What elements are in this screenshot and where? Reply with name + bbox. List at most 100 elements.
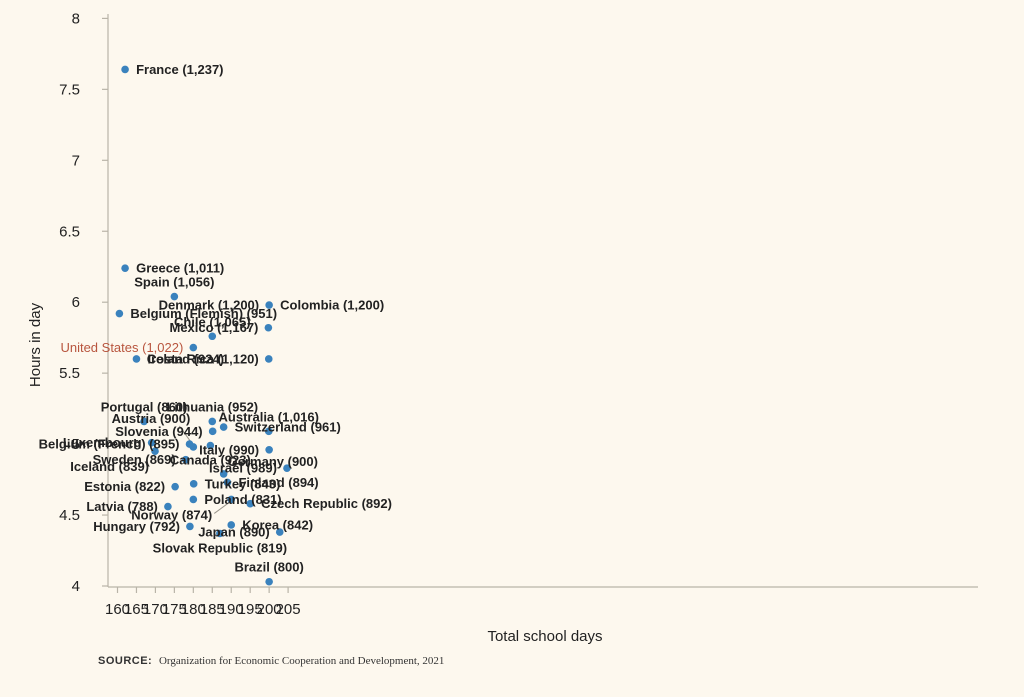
point-label: Mexico (1,167): [170, 320, 259, 335]
data-point: [132, 355, 141, 363]
point-label: United States (1,022): [60, 340, 183, 355]
point-label: Czech Republic (892): [261, 496, 392, 511]
point-label: Greece (1,011): [136, 261, 224, 276]
point-label: Iceland (839): [70, 459, 149, 474]
data-point: [189, 495, 198, 504]
data-point: [171, 482, 179, 491]
point-label: France (1,237): [136, 62, 223, 77]
data-point: [219, 470, 228, 478]
source-note: SOURCE: Organization for Economic Cooper…: [98, 655, 444, 667]
point-label: Belgium (Flemish) (951): [130, 306, 277, 321]
data-point: [208, 427, 217, 436]
point-label: Slovak Republic (819): [153, 540, 287, 555]
point-label: Ireland (924): [147, 351, 224, 366]
x-tick-label: 190: [219, 601, 244, 618]
y-tick-label: 7: [72, 152, 80, 169]
data-point: [151, 447, 159, 455]
point-label: Israel (989): [209, 461, 277, 476]
point-label: Sweden (869): [93, 452, 176, 467]
data-point: [189, 343, 198, 352]
point-label: Australia (1,016): [219, 409, 319, 424]
point-label: Finland (894): [238, 475, 318, 490]
y-tick-label: 4: [72, 578, 80, 595]
data-point: [164, 502, 172, 511]
x-tick-label: 175: [162, 601, 187, 618]
data-point: [186, 522, 194, 531]
source-label: SOURCE:: [98, 655, 153, 667]
axes: 4 4.5 5 5.5 6 6.5 7 7.5 8 16016517017518018519019…: [59, 10, 978, 618]
point-label: Germany (900): [228, 454, 318, 469]
x-tick-label: 195: [238, 601, 263, 618]
point-label: Poland (831): [204, 492, 281, 507]
point-label: Switzerland (961): [235, 420, 341, 435]
data-point: [275, 528, 284, 536]
x-tick-label: 205: [276, 601, 301, 618]
data-point: [121, 65, 129, 74]
data-point: [265, 577, 273, 586]
point-label: Denmark (1,200): [159, 298, 259, 313]
point-label: Belgium (French) (895): [39, 437, 180, 452]
data-point: [264, 355, 273, 363]
x-tick-label: 180: [181, 601, 206, 618]
data-points: [115, 65, 291, 586]
point-label: Estonia (822): [84, 479, 165, 494]
data-point: [189, 443, 198, 451]
point-label: Lithuania (952): [166, 399, 258, 414]
data-point: [265, 445, 273, 454]
y-axis-title: Hours in day: [27, 302, 44, 387]
y-tick-label: 5.5: [59, 365, 80, 382]
y-tick-label: 5: [72, 436, 80, 453]
data-point: [208, 332, 217, 341]
data-point: [206, 441, 215, 450]
x-tick-label: 160: [105, 601, 130, 618]
y-tick-label: 4.5: [59, 507, 80, 524]
data-point: [246, 499, 254, 508]
data-point: [170, 292, 179, 301]
data-point: [115, 309, 124, 318]
point-label: Spain (1,056): [134, 275, 214, 290]
source-text: Organization for Economic Cooperation an…: [158, 655, 445, 667]
data-point: [219, 423, 228, 431]
data-point: [283, 464, 291, 473]
point-label: Chile (1,065): [174, 314, 251, 329]
data-point: [121, 264, 129, 272]
data-point: [264, 427, 273, 436]
data-point: [189, 480, 198, 488]
data-point: [208, 417, 217, 426]
x-tick-label: 170: [143, 601, 168, 618]
x-tick-label: 200: [257, 601, 282, 618]
point-label: Italy (990): [199, 442, 259, 457]
point-label: Norway (874): [131, 507, 212, 522]
x-tick-label: 165: [124, 601, 149, 618]
y-tick-label: 6: [72, 294, 80, 311]
point-label: Korea (842): [242, 517, 313, 532]
x-axis-title: Total school days: [487, 628, 602, 645]
data-point: [227, 521, 236, 529]
point-label: Latvia (788): [86, 499, 158, 514]
y-tick-label: 8: [72, 10, 80, 27]
x-tick-label: 185: [200, 601, 225, 618]
point-label: Turkey (843): [205, 476, 281, 491]
point-label: Luxembourg: [63, 435, 142, 450]
data-point: [223, 478, 232, 487]
data-point: [140, 417, 148, 426]
data-point: [265, 301, 273, 309]
point-label: Costa Rica (1,120): [147, 351, 259, 366]
y-tick-label: 6.5: [59, 223, 80, 240]
point-label: Slovenia (944): [115, 424, 202, 439]
point-label: Colombia (1,200): [280, 298, 384, 313]
point-labels: France (1,237) Greece (1,011) Belgium (Fle…: [39, 62, 392, 575]
point-label: Japan (890): [198, 525, 270, 540]
point-label: Austria (900): [112, 411, 191, 426]
point-label: Portugal (860): [101, 399, 188, 414]
leader-line: [213, 502, 230, 514]
data-point: [216, 529, 224, 538]
point-label: Canada (923): [170, 453, 251, 468]
data-point: [227, 495, 236, 504]
data-point: [264, 323, 273, 332]
data-point: [181, 455, 190, 464]
data-point: [147, 438, 156, 447]
point-label: Hungary (792): [93, 519, 180, 534]
y-tick-label: 7.5: [59, 81, 80, 98]
